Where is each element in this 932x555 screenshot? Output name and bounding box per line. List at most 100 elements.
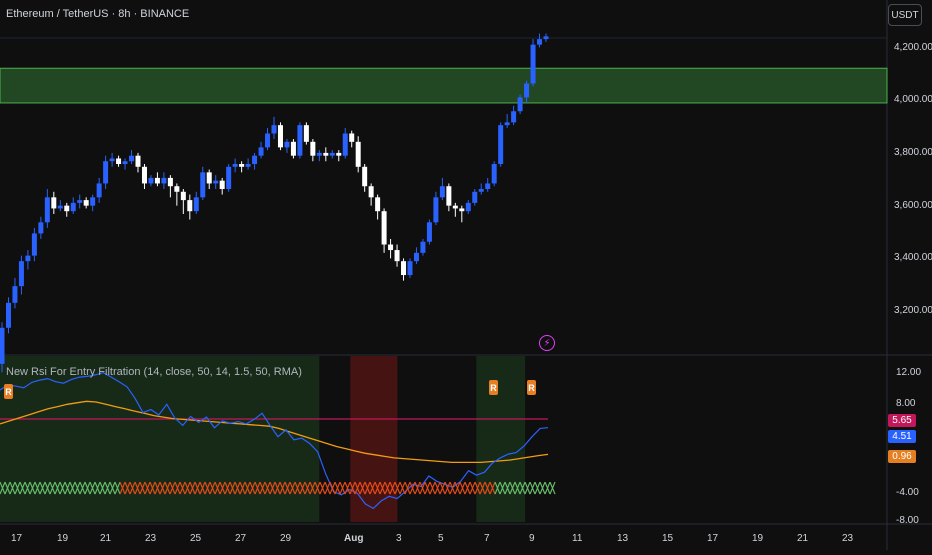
candle-body bbox=[290, 141, 296, 156]
signal-band-mark bbox=[409, 481, 416, 495]
signal-band-mark bbox=[149, 481, 156, 495]
price-tick: 3,200.00 bbox=[894, 305, 932, 316]
candle-body bbox=[498, 125, 504, 165]
signal-band-mark bbox=[299, 481, 306, 495]
signal-band-mark bbox=[239, 481, 246, 495]
signal-band-mark bbox=[534, 481, 541, 495]
signal-band-mark bbox=[264, 481, 271, 495]
indicator-zone bbox=[476, 356, 526, 522]
time-tick: 21 bbox=[797, 533, 809, 544]
signal-band-mark bbox=[184, 481, 191, 495]
signal-band-mark bbox=[484, 481, 491, 495]
candle-body bbox=[517, 97, 523, 112]
signal-band-mark bbox=[499, 481, 506, 495]
candle-body bbox=[206, 172, 212, 184]
price-tick: 3,800.00 bbox=[894, 147, 932, 158]
signal-band-mark bbox=[59, 481, 66, 495]
signal-band-mark bbox=[414, 481, 421, 495]
signal-band-mark bbox=[44, 481, 51, 495]
signal-band-mark bbox=[174, 481, 181, 495]
signal-band-mark bbox=[159, 481, 166, 495]
signal-band-mark bbox=[469, 481, 476, 495]
signal-band-mark bbox=[494, 481, 501, 495]
signal-band-mark bbox=[519, 481, 526, 495]
signal-band-mark bbox=[144, 481, 151, 495]
signal-band-mark bbox=[479, 481, 486, 495]
signal-band-mark bbox=[334, 481, 341, 495]
signal-band-mark bbox=[64, 481, 71, 495]
candle-body bbox=[0, 327, 5, 364]
time-tick: 23 bbox=[145, 533, 157, 544]
price-tick: 3,400.00 bbox=[894, 252, 932, 263]
lightning-icon[interactable]: ⚡ bbox=[539, 335, 555, 351]
time-tick: 13 bbox=[617, 533, 629, 544]
signal-band-mark bbox=[429, 481, 436, 495]
signal-badge[interactable]: R bbox=[4, 384, 13, 399]
signal-band-mark bbox=[179, 481, 186, 495]
signal-band-mark bbox=[24, 481, 31, 495]
candle-body bbox=[213, 180, 219, 184]
candle-body bbox=[491, 164, 497, 184]
candle-body bbox=[77, 200, 83, 203]
candle-body bbox=[116, 158, 122, 165]
signal-band-mark bbox=[359, 481, 366, 495]
indicator-tick: 12.00 bbox=[896, 367, 922, 378]
currency-button[interactable]: USDT bbox=[888, 4, 922, 26]
signal-badge[interactable]: R bbox=[489, 380, 498, 395]
signal-band-mark bbox=[379, 481, 386, 495]
signal-band-mark bbox=[234, 481, 241, 495]
signal-band-mark bbox=[114, 481, 121, 495]
candle-body bbox=[129, 155, 135, 162]
signal-band-mark bbox=[464, 481, 471, 495]
candle-body bbox=[537, 39, 543, 45]
candle-body bbox=[271, 125, 277, 134]
signal-band-mark bbox=[489, 481, 496, 495]
signal-band-mark bbox=[404, 481, 411, 495]
candle-body bbox=[239, 164, 245, 167]
symbol-title: Ethereum / TetherUS · 8h · BINANCE bbox=[6, 8, 190, 20]
signal-band-mark bbox=[324, 481, 331, 495]
signal-badge[interactable]: R bbox=[527, 380, 536, 395]
indicator-tick: -8.00 bbox=[896, 515, 919, 526]
signal-band-mark bbox=[19, 481, 26, 495]
candle-body bbox=[388, 244, 394, 251]
candle-body bbox=[180, 191, 186, 201]
candle-body bbox=[135, 155, 141, 167]
candle-body bbox=[245, 164, 251, 167]
signal-band-mark bbox=[254, 481, 261, 495]
time-tick: 11 bbox=[572, 533, 583, 544]
candle-body bbox=[478, 189, 484, 192]
signal-band-mark bbox=[354, 481, 361, 495]
signal-band-mark bbox=[329, 481, 336, 495]
signal-band-mark bbox=[229, 481, 236, 495]
signal-band-mark bbox=[449, 481, 456, 495]
candle-body bbox=[446, 186, 452, 206]
signal-band-mark bbox=[529, 481, 536, 495]
signal-band-mark bbox=[194, 481, 201, 495]
signal-band-mark bbox=[289, 481, 296, 495]
candle-body bbox=[38, 222, 44, 234]
signal-band-mark bbox=[349, 481, 356, 495]
signal-band-mark bbox=[344, 481, 351, 495]
signal-band-mark bbox=[139, 481, 146, 495]
signal-band-mark bbox=[394, 481, 401, 495]
signal-band-mark bbox=[79, 481, 86, 495]
signal-band-mark bbox=[244, 481, 251, 495]
price-tick: 4,000.00 bbox=[894, 94, 932, 105]
candle-body bbox=[148, 177, 154, 184]
candle-body bbox=[465, 202, 471, 212]
signal-band-mark bbox=[319, 481, 326, 495]
candle-body bbox=[219, 180, 225, 189]
signal-band-mark bbox=[514, 481, 521, 495]
time-tick: 25 bbox=[190, 533, 202, 544]
signal-band-mark bbox=[164, 481, 171, 495]
candle-body bbox=[284, 141, 290, 148]
signal-band-mark bbox=[274, 481, 281, 495]
time-tick: 3 bbox=[396, 533, 402, 544]
level-value-tag: 5.65 bbox=[888, 414, 916, 427]
signal-band-mark bbox=[389, 481, 396, 495]
candle-body bbox=[543, 36, 549, 40]
candle-body bbox=[70, 202, 76, 212]
